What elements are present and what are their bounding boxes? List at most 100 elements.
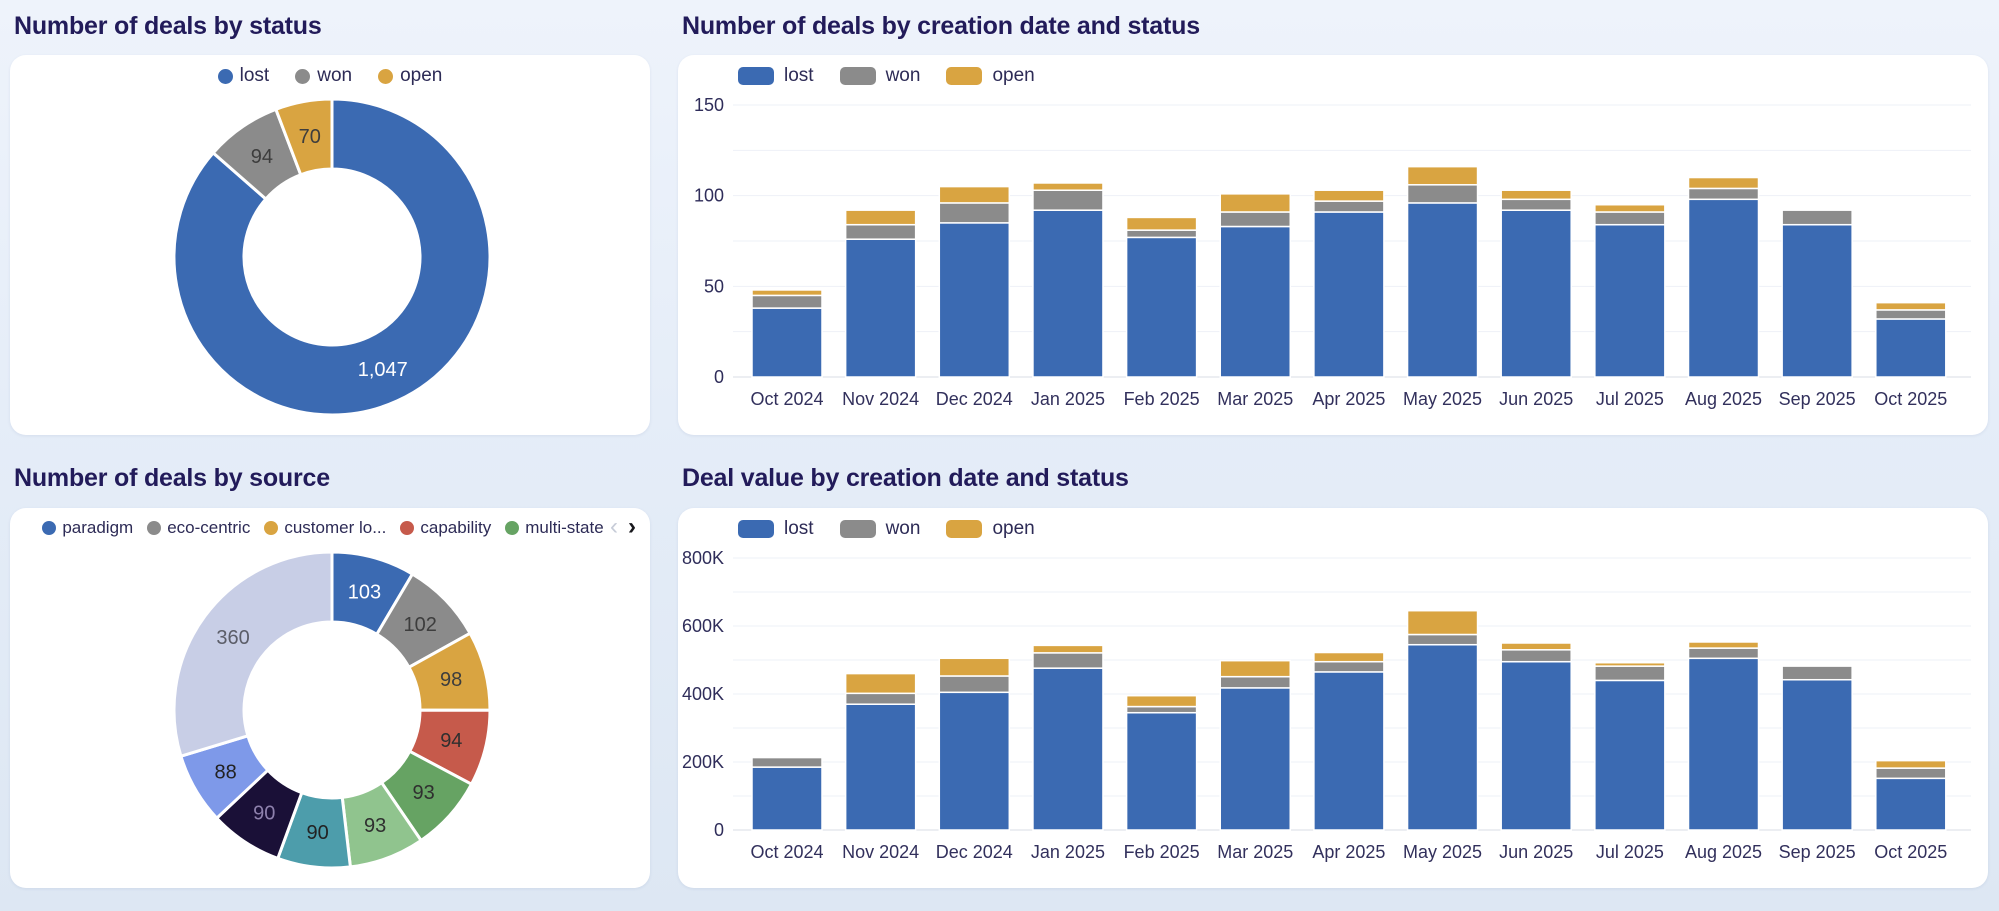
bar-segment-won-dec-2024[interactable] xyxy=(938,675,1011,694)
bar-segment-open-nov-2024[interactable] xyxy=(844,672,917,695)
bar-segment-open-oct-2024[interactable] xyxy=(751,289,823,297)
bar-segment-won-nov-2024[interactable] xyxy=(844,692,917,705)
legend-item-open[interactable]: open xyxy=(378,65,442,87)
bar-segment-won-jul-2025[interactable] xyxy=(1594,211,1666,226)
bar-segment-lost-jul-2025[interactable] xyxy=(1594,679,1666,831)
bar-segment-won-feb-2025[interactable] xyxy=(1125,229,1198,239)
legend-deals-by-status: lost won open xyxy=(10,65,650,87)
bar-segment-won-oct-2025[interactable] xyxy=(1875,767,1947,780)
bar-segment-lost-apr-2025[interactable] xyxy=(1313,671,1385,831)
bar-segment-won-jun-2025[interactable] xyxy=(1500,649,1572,663)
legend-item-open[interactable]: open xyxy=(946,518,1035,540)
legend-item-lost[interactable]: lost xyxy=(738,65,814,87)
bar-segment-won-oct-2024[interactable] xyxy=(751,756,823,768)
bar-segment-won-oct-2024[interactable] xyxy=(751,294,823,309)
bar-segment-lost-feb-2025[interactable] xyxy=(1125,236,1198,378)
bar-segment-won-apr-2025[interactable] xyxy=(1313,660,1385,673)
bar-segment-lost-dec-2024[interactable] xyxy=(938,691,1011,831)
bar-segment-lost-nov-2024[interactable] xyxy=(844,238,917,378)
legend-item-capability[interactable]: capability xyxy=(400,518,491,538)
bar-segment-open-jan-2025[interactable] xyxy=(1032,644,1104,654)
legend-item-won[interactable]: won xyxy=(295,65,352,87)
legend-item-multi-state[interactable]: multi-state xyxy=(505,518,604,538)
legend-item-lost[interactable]: lost xyxy=(217,65,269,87)
bar-segment-lost-mar-2025[interactable] xyxy=(1219,687,1291,831)
bar-segment-lost-aug-2025[interactable] xyxy=(1687,198,1760,378)
bar-segment-open-oct-2025[interactable] xyxy=(1875,759,1947,769)
legend-prev-arrow-icon[interactable]: ‹ xyxy=(610,513,618,540)
bar-segment-open-jun-2025[interactable] xyxy=(1500,189,1572,201)
legend-next-arrow-icon[interactable]: › xyxy=(628,513,636,540)
bar-segment-lost-jul-2025[interactable] xyxy=(1594,223,1666,378)
donut-segment-open[interactable] xyxy=(274,97,334,177)
bar-segment-open-nov-2024[interactable] xyxy=(844,209,917,226)
bar-segment-open-apr-2025[interactable] xyxy=(1313,189,1385,202)
donut-segment-lost[interactable] xyxy=(172,97,492,417)
bar-segment-open-jul-2025[interactable] xyxy=(1594,203,1666,213)
bar-segment-open-oct-2025[interactable] xyxy=(1875,301,1947,311)
bar-segment-lost-oct-2025[interactable] xyxy=(1875,777,1947,831)
bar-segment-lost-dec-2024[interactable] xyxy=(938,222,1011,378)
stacked-bar-chart-deals-by-creation-date[interactable]: 0 50 100 150 Oct 2024 Nov 2024 Dec 2024 Jan 202… xyxy=(678,55,1988,435)
bar-segment-won-sep-2025[interactable] xyxy=(1781,209,1853,226)
donut-chart-deals-by-source[interactable]: 103 102 98 94 93 93 90 90 88 360 xyxy=(10,508,650,888)
bar-segment-won-aug-2025[interactable] xyxy=(1687,187,1760,201)
legend-item-open[interactable]: open xyxy=(946,65,1035,87)
bar-segment-lost-aug-2025[interactable] xyxy=(1687,657,1760,831)
donut-chart-deals-by-status[interactable]: 1,047 94 70 xyxy=(10,55,650,435)
bar-segment-lost-sep-2025[interactable] xyxy=(1781,678,1853,831)
bar-segment-open-dec-2024[interactable] xyxy=(938,657,1011,677)
bar-segment-lost-jan-2025[interactable] xyxy=(1032,209,1104,378)
bar-segment-open-jun-2025[interactable] xyxy=(1500,642,1572,651)
segment-value-label: 102 xyxy=(403,614,436,636)
bar-segment-won-nov-2024[interactable] xyxy=(844,223,917,240)
stacked-bar-chart-deal-value-by-creation-date[interactable]: 0 200K 400K 600K 800K Oct 2024 Nov 2024 Dec 202… xyxy=(678,508,1988,888)
bar-segment-won-dec-2024[interactable] xyxy=(938,202,1011,224)
bar-segment-lost-apr-2025[interactable] xyxy=(1313,211,1385,378)
bar-segment-open-may-2025[interactable] xyxy=(1406,165,1479,186)
bar-segment-lost-feb-2025[interactable] xyxy=(1125,711,1198,831)
legend-item-eco-centric[interactable]: eco-centric xyxy=(147,518,250,538)
bar-segment-won-jul-2025[interactable] xyxy=(1594,665,1666,682)
donut-segment-360[interactable] xyxy=(172,550,334,758)
bar-segment-won-feb-2025[interactable] xyxy=(1125,705,1198,714)
bar-segment-lost-may-2025[interactable] xyxy=(1406,643,1479,831)
bar-segment-lost-sep-2025[interactable] xyxy=(1781,223,1853,378)
legend-item-paradigm[interactable]: paradigm xyxy=(42,518,133,538)
bar-segment-won-jun-2025[interactable] xyxy=(1500,198,1572,211)
bar-segment-won-sep-2025[interactable] xyxy=(1781,665,1853,681)
bar-segment-lost-oct-2024[interactable] xyxy=(751,766,823,831)
bar-segment-lost-nov-2024[interactable] xyxy=(844,703,917,831)
bar-segment-open-mar-2025[interactable] xyxy=(1219,659,1291,678)
bar-segment-open-may-2025[interactable] xyxy=(1406,609,1479,636)
bar-segment-won-aug-2025[interactable] xyxy=(1687,647,1760,660)
legend-item-customer-lo-[interactable]: customer lo... xyxy=(264,518,386,538)
bar-segment-open-aug-2025[interactable] xyxy=(1687,176,1760,190)
bar-segment-lost-oct-2025[interactable] xyxy=(1875,318,1947,378)
bar-segment-lost-jan-2025[interactable] xyxy=(1032,667,1104,831)
bar-segment-won-mar-2025[interactable] xyxy=(1219,675,1291,689)
bar-segment-won-may-2025[interactable] xyxy=(1406,633,1479,646)
bar-segment-open-dec-2024[interactable] xyxy=(938,185,1011,204)
bar-segment-won-may-2025[interactable] xyxy=(1406,184,1479,204)
bar-segment-open-aug-2025[interactable] xyxy=(1687,641,1760,649)
bar-segment-won-mar-2025[interactable] xyxy=(1219,211,1291,228)
bar-segment-lost-jun-2025[interactable] xyxy=(1500,660,1572,831)
bar-segment-open-mar-2025[interactable] xyxy=(1219,193,1291,213)
bar-segment-lost-oct-2024[interactable] xyxy=(751,307,823,378)
bar-segment-open-apr-2025[interactable] xyxy=(1313,651,1385,663)
bar-segment-open-feb-2025[interactable] xyxy=(1125,694,1198,708)
bar-segment-open-jul-2025[interactable] xyxy=(1594,661,1666,667)
bar-segment-won-jan-2025[interactable] xyxy=(1032,652,1104,669)
bar-segment-open-feb-2025[interactable] xyxy=(1125,216,1198,231)
legend-item-won[interactable]: won xyxy=(839,65,920,87)
bar-segment-lost-jun-2025[interactable] xyxy=(1500,209,1572,378)
bar-segment-lost-mar-2025[interactable] xyxy=(1219,225,1291,378)
bar-segment-lost-may-2025[interactable] xyxy=(1406,202,1479,378)
bar-segment-open-jan-2025[interactable] xyxy=(1032,182,1104,191)
legend-item-won[interactable]: won xyxy=(839,518,920,540)
bar-segment-won-oct-2025[interactable] xyxy=(1875,309,1947,320)
legend-item-lost[interactable]: lost xyxy=(738,518,814,540)
bar-segment-won-apr-2025[interactable] xyxy=(1313,200,1385,213)
bar-segment-won-jan-2025[interactable] xyxy=(1032,189,1104,211)
